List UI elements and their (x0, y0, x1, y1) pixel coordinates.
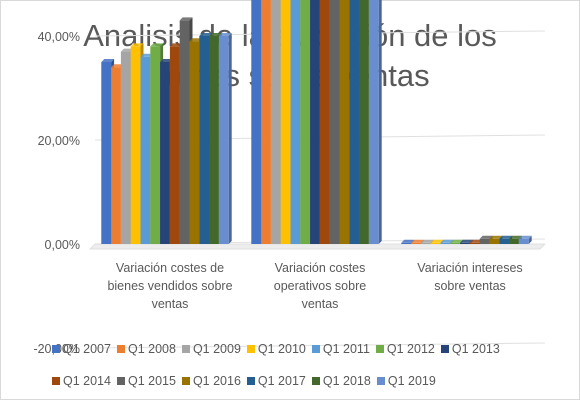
legend-swatch (311, 377, 320, 385)
legend-label: Q1 2010 (257, 342, 306, 356)
legend-item: Q1 2011 (311, 342, 370, 356)
category-label: Variación intereses sobre ventas (417, 261, 522, 293)
y-tick-label: 20,00% (38, 134, 80, 148)
legend-item: Q1 2018 (311, 374, 371, 388)
legend-item: Q1 2007 (52, 342, 111, 356)
legend-label: Q1 2011 (322, 342, 370, 356)
legend-swatch (375, 345, 384, 353)
legend-item: Q1 2017 (246, 374, 306, 388)
legend-row: Q1 2007 Q1 2008 Q1 2009 Q1 2010 Q1 2011 Q1 20… (52, 333, 552, 365)
legend-swatch (52, 377, 60, 385)
legend-label: Q1 2013 (451, 342, 500, 356)
legend-swatch (116, 345, 125, 353)
legend-label: Q1 2019 (387, 374, 436, 388)
legend-swatch (311, 345, 320, 353)
legend-label: Q1 2018 (322, 374, 371, 388)
x-axis-categories: Variación costes de bienes vendidos sobre… (107, 261, 522, 311)
legend-row: Q1 2014 Q1 2015 Q1 2016 Q1 2017 Q1 2018 Q1 20… (52, 365, 552, 397)
legend-item: Q1 2013 (440, 342, 500, 356)
legend-item: Q1 2010 (246, 342, 306, 356)
y-tick-label: 40,00% (38, 30, 80, 44)
floor-plane (89, 243, 546, 250)
legend-item: Q1 2012 (375, 342, 435, 356)
category-label: Variación costes de bienes vendidos sobre… (107, 261, 232, 311)
bar (218, 33, 232, 244)
gridline (94, 342, 546, 349)
legend-item: Q1 2014 (52, 374, 111, 388)
legend-swatch (52, 345, 60, 353)
legend-swatch (376, 377, 385, 385)
bar (368, 0, 382, 244)
category-label: Variación costes operativos sobre ventas (274, 261, 366, 311)
legend-item: Q1 2016 (181, 374, 241, 388)
y-axis-ticks: 80,00%60,00%40,00%20,00%0,00%-20,00% (33, 30, 80, 356)
legend-label: Q1 2009 (192, 342, 241, 356)
legend-label: Q1 2014 (63, 374, 111, 388)
legend-swatch (181, 377, 190, 385)
legend-label: Q1 2012 (386, 342, 435, 356)
legend-label: Q1 2008 (127, 342, 176, 356)
legend-item: Q1 2019 (376, 374, 436, 388)
legend-swatch (116, 377, 125, 385)
legend-label: Q1 2015 (127, 374, 176, 388)
legend-item: Q1 2008 (116, 342, 176, 356)
bar (518, 235, 532, 244)
legend-swatch (440, 345, 449, 353)
legend-item: Q1 2009 (181, 342, 241, 356)
legend-label: Q1 2016 (192, 374, 241, 388)
bars (101, 0, 532, 245)
legend-label: Q1 2017 (257, 374, 306, 388)
legend: Q1 2007 Q1 2008 Q1 2009 Q1 2010 Q1 2011 Q1 20… (52, 333, 552, 397)
y-tick-label: 0,00% (45, 238, 80, 252)
legend-item: Q1 2015 (116, 374, 176, 388)
legend-swatch (246, 345, 255, 353)
legend-label: Q1 2007 (63, 342, 111, 356)
chart-floor (89, 243, 546, 250)
legend-swatch (246, 377, 255, 385)
legend-swatch (181, 345, 190, 353)
